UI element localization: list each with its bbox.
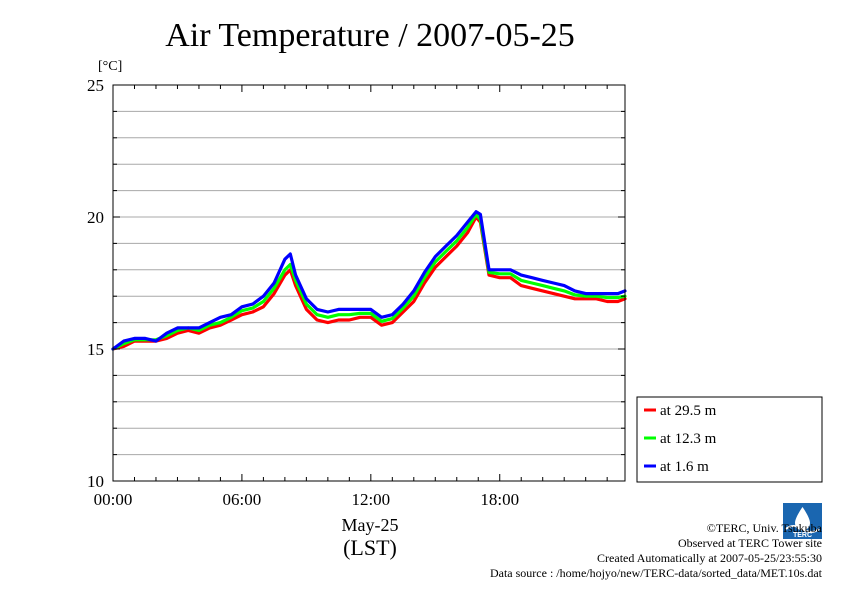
x-axis-label: May-25 [342, 515, 399, 535]
x-tick-label: 18:00 [480, 490, 519, 509]
x-tick-label: 12:00 [351, 490, 390, 509]
copyright: ©TERC, Univ. Tsukuba [706, 521, 822, 535]
y-tick-label: 10 [87, 472, 104, 491]
observation-site: Observed at TERC Tower site [677, 536, 822, 550]
grid [113, 110, 625, 456]
plot-area [112, 84, 626, 482]
x-tick-label: 00:00 [94, 490, 133, 509]
y-tick-label: 25 [87, 76, 104, 95]
data-source: Data source : /home/hojyo/new/TERC-data/… [489, 566, 822, 580]
series-line-1 [111, 215, 627, 351]
x-tick-label: 06:00 [223, 490, 262, 509]
legend-box [636, 396, 823, 483]
axis-ticks: 10 15 20 25 00:00 06:00 12:00 18:00 [87, 76, 625, 509]
legend-label: at 12.3 m [660, 431, 717, 447]
series-line-2 [111, 212, 627, 351]
legend-label: at 29.5 m [660, 403, 717, 419]
terc-logo: TERC [783, 503, 822, 539]
x-axis-sublabel: (LST) [343, 535, 397, 560]
y-tick-label: 15 [87, 340, 104, 359]
series-line-3 [111, 210, 627, 351]
logo-text: TERC [793, 532, 812, 539]
created-timestamp: Created Automatically at 2007-05-25/23:5… [597, 551, 822, 565]
legend-label: at 1.6 m [660, 459, 709, 475]
legend: at 29.5 m at 12.3 m at 1.6 m [636, 396, 823, 483]
series-lines [111, 210, 627, 351]
y-axis-unit-label: [°C] [98, 59, 122, 74]
y-tick-label: 20 [87, 208, 104, 227]
footer: ©TERC, Univ. Tsukuba Observed at TERC To… [490, 521, 822, 581]
wave-icon [785, 525, 820, 533]
water-drop-icon [795, 507, 810, 531]
chart-title: Air Temperature / 2007-05-25 [165, 17, 575, 54]
